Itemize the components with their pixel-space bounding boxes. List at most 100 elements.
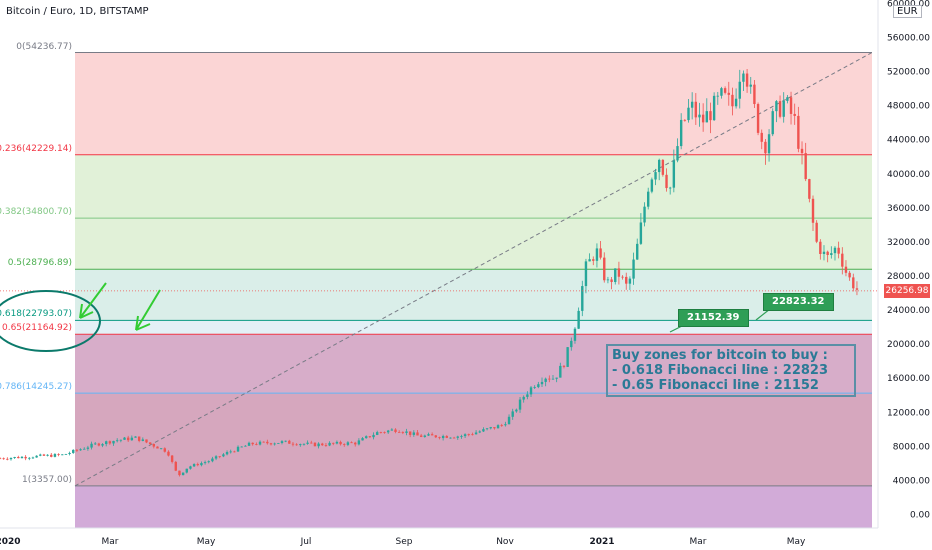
candle-body (797, 115, 800, 149)
candle-body (493, 427, 496, 429)
candle-body (841, 253, 844, 267)
fib-label-1: 1(3357.00) (22, 474, 72, 485)
candle-body (482, 429, 485, 432)
candle-body (592, 259, 595, 261)
candle-body (793, 113, 796, 116)
candle-body (350, 442, 353, 444)
candle-body (533, 387, 536, 388)
candle-body (698, 114, 701, 118)
candle-body (225, 452, 229, 455)
candle-body (756, 104, 760, 133)
fib-label-0.5: 0.5(28796.89) (7, 258, 72, 269)
x-tick-label: 2020 (0, 537, 21, 547)
candle-body (233, 451, 236, 453)
candle-body (313, 442, 317, 447)
candle-body (365, 436, 368, 439)
candle-body (53, 454, 57, 457)
candle-body (141, 439, 145, 441)
candle-body (577, 310, 580, 329)
candle-body (595, 248, 599, 261)
highlight-ellipse (0, 290, 101, 352)
candle-body (855, 288, 859, 290)
candle-body (537, 384, 540, 388)
candle-body (419, 435, 423, 437)
candle-body (368, 436, 372, 438)
candle-body (628, 278, 632, 284)
candle-body (767, 134, 771, 154)
y-tick-label: 56000.00 (887, 34, 930, 44)
candle-body (452, 437, 456, 439)
candle-body (636, 243, 639, 260)
candle-body (20, 456, 24, 459)
candle-body (463, 434, 467, 437)
y-tick-label: 8000.00 (893, 442, 930, 452)
currency-button[interactable]: EUR (893, 5, 922, 18)
candle-body (819, 241, 822, 255)
candle-body (639, 222, 643, 244)
candle-body (90, 443, 93, 448)
fib-zone-0.382 (75, 218, 872, 270)
candle-body (734, 98, 738, 107)
candle-body (185, 468, 188, 473)
candle-body (529, 387, 533, 395)
candle-body (712, 95, 716, 121)
candle-body (332, 442, 335, 444)
y-tick-label: 0.00 (910, 511, 930, 521)
candle-body (617, 268, 621, 277)
candle-body (394, 429, 397, 432)
candle-body (804, 153, 807, 180)
candle-body (705, 111, 709, 123)
candle-body (657, 159, 661, 173)
candle-body (731, 94, 734, 107)
candle-body (115, 440, 119, 442)
candle-body (295, 444, 298, 446)
candle-body (588, 259, 591, 262)
candle-body (760, 132, 763, 142)
candle-body (570, 340, 573, 348)
candle-body (72, 449, 75, 453)
candle-body (800, 148, 804, 154)
candle-body (771, 111, 774, 135)
candle-body (302, 443, 306, 445)
candle-body (372, 434, 375, 438)
candle-body (57, 454, 60, 455)
candle-body (24, 456, 27, 459)
candle-body (211, 458, 214, 462)
candle-body (445, 435, 448, 438)
candle-body (610, 279, 613, 283)
candle-body (101, 444, 104, 446)
candle-body (679, 119, 683, 147)
note-line-3: - 0.65 Fibonacci line : 21152 (612, 378, 819, 393)
fib-zone-0 (75, 52, 872, 155)
candle-body (661, 159, 665, 175)
candle-body (68, 452, 71, 455)
y-tick-label: 60000.00 (887, 0, 930, 9)
fib-label-0.65: 0.65(21164.92) (1, 323, 72, 334)
candle-body (474, 432, 478, 435)
fib-label-0.786: 0.786(14245.27) (0, 382, 72, 393)
candle-body (0, 458, 2, 460)
candle-body (306, 442, 309, 444)
arrow-marker-1 (79, 282, 107, 319)
candle-body (126, 437, 130, 441)
y-tick-label: 24000.00 (887, 306, 930, 316)
candle-body (687, 107, 690, 121)
candle-body (775, 101, 778, 112)
candle-body (614, 268, 617, 283)
candle-body (709, 111, 712, 121)
candle-body (167, 451, 170, 456)
candle-body (317, 443, 320, 447)
candle-body (676, 146, 679, 161)
fib-label-0.382: 0.382(34800.70) (0, 207, 72, 218)
candle-body (328, 442, 331, 446)
candle-body (540, 381, 544, 385)
candle-body (240, 446, 243, 448)
candle-body (581, 286, 584, 311)
candle-body (485, 428, 489, 430)
candle-body (584, 261, 588, 287)
candle-body (551, 378, 555, 380)
candle-body (354, 442, 357, 445)
x-tick-label: May (197, 537, 216, 547)
candle-body (412, 432, 416, 435)
